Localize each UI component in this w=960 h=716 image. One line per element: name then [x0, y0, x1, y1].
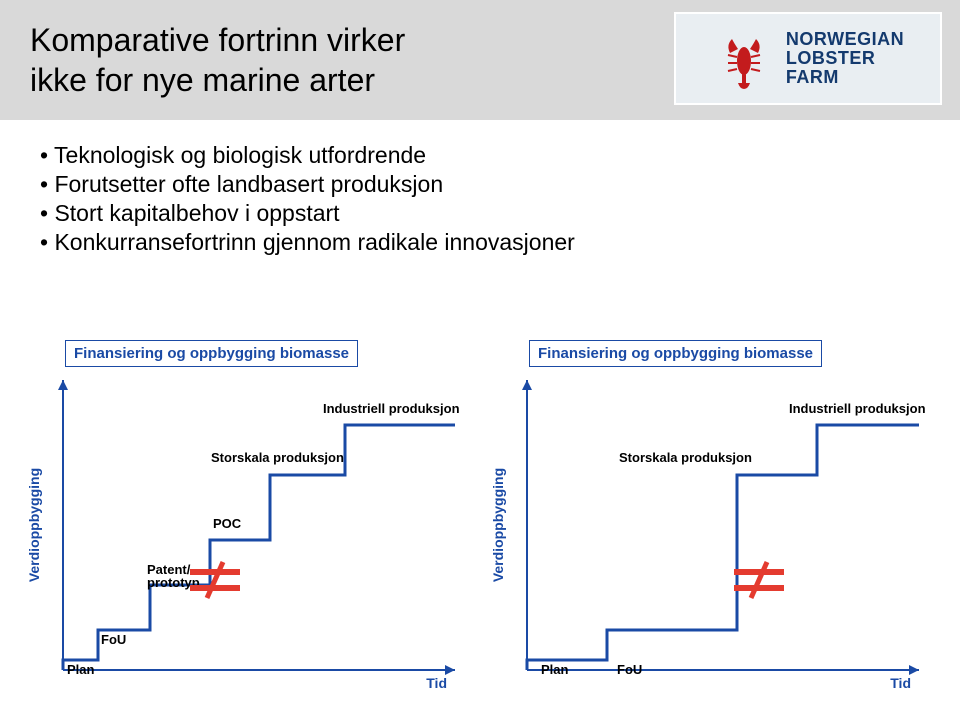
- svg-text:Plan: Plan: [67, 662, 95, 677]
- chart-title-left: Finansiering og oppbygging biomasse: [65, 340, 358, 367]
- svg-text:Industriell produksjon: Industriell produksjon: [323, 401, 460, 416]
- svg-text:Verdioppbygging: Verdioppbygging: [490, 468, 506, 582]
- svg-text:Storskala produksjon: Storskala produksjon: [211, 450, 344, 465]
- chart-right: Finansiering og oppbygging biomasse Tid V…: [489, 340, 935, 690]
- slide-header: Komparative fortrinn virker ikke for nye…: [0, 0, 960, 120]
- logo-line3: FARM: [786, 68, 904, 87]
- svg-text:Industriell produksjon: Industriell produksjon: [789, 401, 926, 416]
- logo-line2: LOBSTER: [786, 49, 904, 68]
- slide-title: Komparative fortrinn virker ikke for nye…: [0, 20, 405, 100]
- logo-box: NORWEGIAN LOBSTER FARM: [674, 12, 942, 105]
- svg-text:POC: POC: [213, 516, 242, 531]
- chart-left: Finansiering og oppbygging biomasse Tid V…: [25, 340, 471, 690]
- bullet-item: Konkurransefortrinn gjennom radikale inn…: [40, 229, 960, 256]
- title-line2: ikke for nye marine arter: [30, 62, 375, 98]
- svg-text:Verdioppbygging: Verdioppbygging: [26, 468, 42, 582]
- bullet-item: Teknologisk og biologisk utfordrende: [40, 142, 960, 169]
- charts-row: Finansiering og oppbygging biomasse Tid V…: [25, 340, 935, 700]
- bullet-list: Teknologisk og biologisk utfordrende For…: [40, 142, 960, 256]
- chart-title-right: Finansiering og oppbygging biomasse: [529, 340, 822, 367]
- svg-text:FoU: FoU: [101, 632, 126, 647]
- svg-text:FoU: FoU: [617, 662, 642, 677]
- bullet-item: Forutsetter ofte landbasert produksjon: [40, 171, 960, 198]
- chart-svg-right: Tid Verdioppbygging Plan FoU Storskala produ…: [489, 370, 935, 690]
- chart-svg-left: TidVerdioppbyggingPlanFoUPatent/prototyp…: [25, 370, 471, 690]
- logo-text: NORWEGIAN LOBSTER FARM: [786, 30, 904, 87]
- svg-text:Plan: Plan: [541, 662, 569, 677]
- svg-text:Storskala produksjon: Storskala produksjon: [619, 450, 752, 465]
- bullet-item: Stort kapitalbehov i oppstart: [40, 200, 960, 227]
- lobster-icon: [712, 27, 776, 91]
- svg-text:Tid: Tid: [426, 675, 447, 690]
- svg-text:Tid: Tid: [890, 675, 911, 690]
- logo-line1: NORWEGIAN: [786, 30, 904, 49]
- title-line1: Komparative fortrinn virker: [30, 22, 405, 58]
